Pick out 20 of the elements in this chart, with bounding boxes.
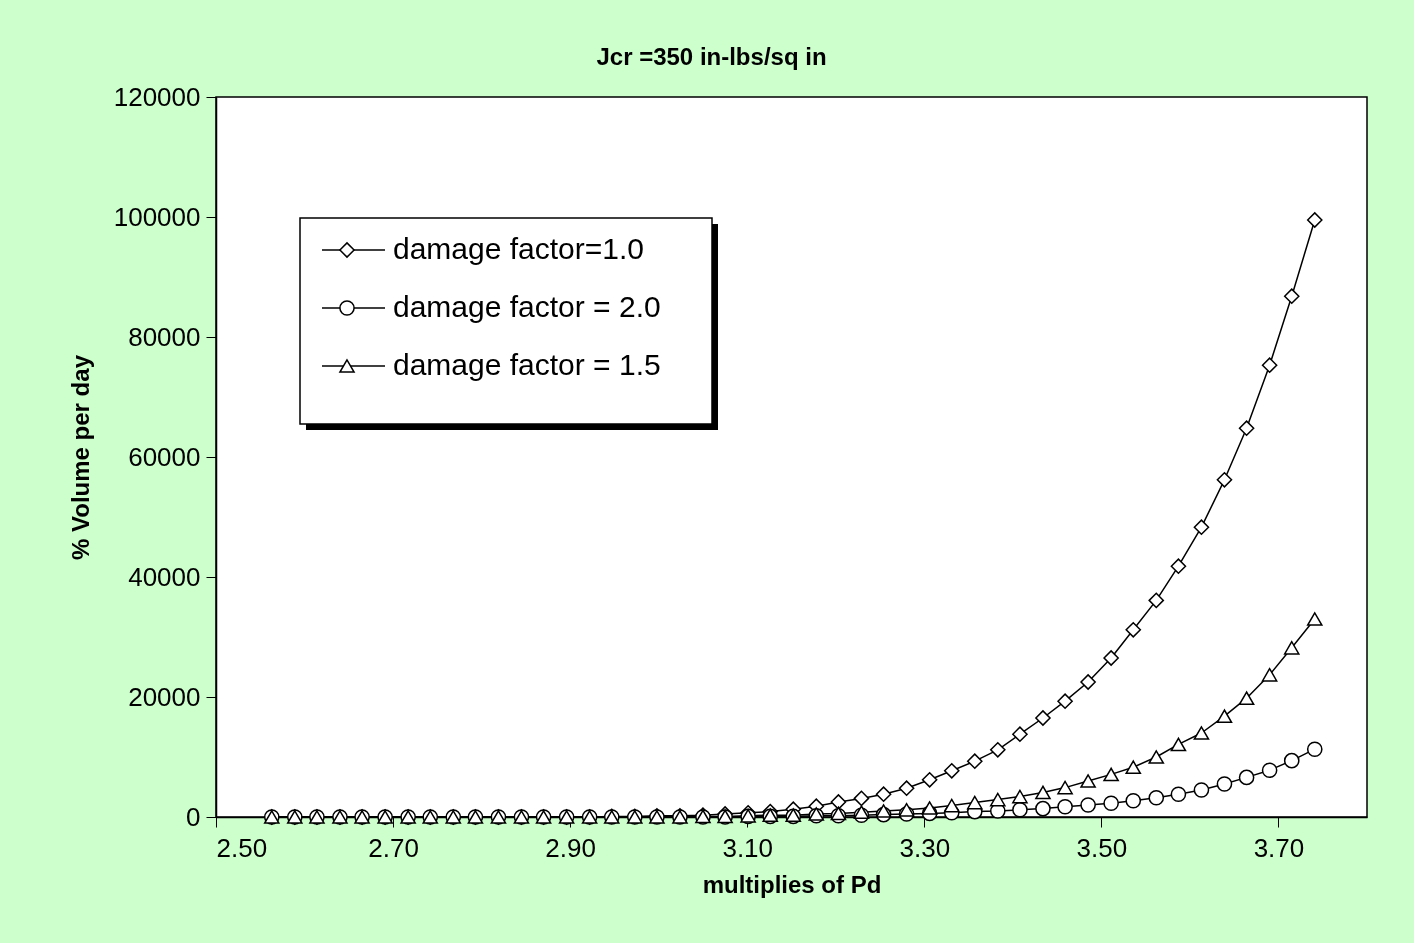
legend-label: damage factor=1.0: [393, 232, 645, 265]
x-tick-label: 2.90: [545, 832, 596, 863]
y-tick-label: 80000: [128, 321, 201, 352]
y-tick-label: 100000: [113, 201, 201, 232]
x-tick-label: 2.50: [216, 832, 268, 863]
y-tick-label: 20000: [128, 681, 201, 712]
y-tick-label: 0: [186, 801, 201, 832]
x-tick-label: 3.50: [1076, 832, 1128, 863]
y-axis-title: % Volume per day: [66, 354, 94, 560]
legend-label: damage factor = 2.0: [393, 290, 661, 323]
legend-label: damage factor = 1.5: [393, 348, 661, 381]
y-tick-label: 60000: [128, 441, 201, 472]
chart-title: Jcr =350 in-lbs/sq in: [596, 43, 827, 70]
x-tick-label: 3.70: [1253, 832, 1305, 863]
x-tick-label: 3.10: [722, 832, 774, 863]
x-axis-title: multiplies of Pd: [702, 870, 882, 898]
x-tick-label: 3.30: [899, 832, 951, 863]
y-tick-label: 120000: [113, 81, 201, 112]
y-tick-label: 40000: [128, 561, 201, 592]
x-tick-label: 2.70: [368, 832, 419, 863]
